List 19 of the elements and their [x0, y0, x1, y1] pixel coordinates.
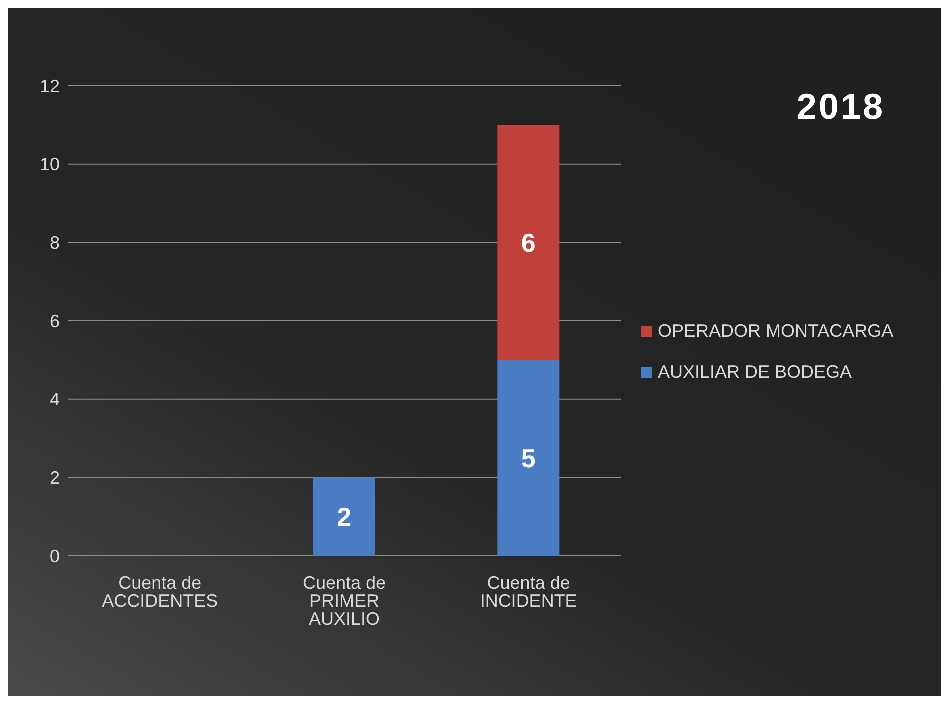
- data-label: 6: [521, 228, 536, 258]
- bar: [498, 125, 560, 360]
- x-tick-label: Cuenta de PRIMER AUXILIO: [302, 572, 386, 629]
- y-tick-label: 0: [50, 546, 60, 566]
- legend-label: OPERADOR MONTACARGA: [658, 321, 894, 342]
- y-tick-label: 10: [40, 154, 60, 175]
- y-tick-label: 12: [40, 76, 60, 96]
- y-tick-label: 4: [50, 390, 60, 410]
- x-tick-label: Cuenta de INCIDENTE: [480, 572, 578, 611]
- y-tick-label: 2: [50, 468, 60, 488]
- bar: [498, 360, 560, 556]
- text: 2018: [796, 86, 885, 128]
- legend-label: AUXILIAR DE BODEGA: [658, 362, 852, 383]
- y-tick-label: 8: [50, 233, 60, 254]
- data-label: 5: [521, 443, 536, 474]
- x-tick-label: Cuenta de ACCIDENTES: [102, 572, 218, 611]
- data-label: 2: [337, 502, 352, 532]
- y-tick-label: 6: [50, 311, 60, 332]
- bar: [313, 478, 376, 556]
